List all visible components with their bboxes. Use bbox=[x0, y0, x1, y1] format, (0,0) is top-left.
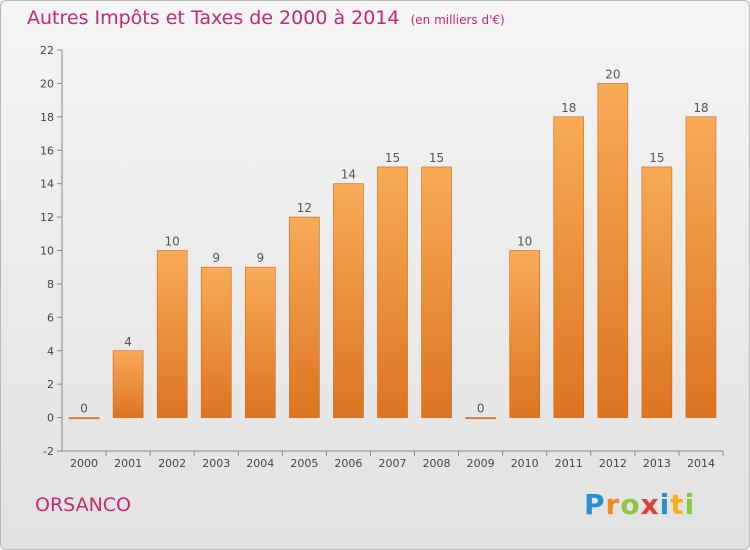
data-label: 18 bbox=[561, 101, 576, 115]
y-tick-label: 20 bbox=[40, 77, 54, 90]
y-tick-label: -2 bbox=[43, 445, 54, 458]
x-tick-label: 2014 bbox=[687, 457, 715, 470]
bar bbox=[333, 183, 364, 418]
data-label: 9 bbox=[256, 251, 264, 265]
data-label: 15 bbox=[429, 151, 444, 165]
x-tick-label: 2003 bbox=[202, 457, 230, 470]
data-label: 20 bbox=[605, 67, 620, 81]
data-label: 15 bbox=[385, 151, 400, 165]
data-label: 0 bbox=[80, 402, 88, 416]
data-label: 12 bbox=[297, 201, 312, 215]
bar bbox=[377, 166, 408, 418]
y-tick-label: 14 bbox=[40, 178, 54, 191]
x-tick-label: 2001 bbox=[114, 457, 142, 470]
y-tick-label: 12 bbox=[40, 211, 54, 224]
x-tick-label: 2004 bbox=[246, 457, 274, 470]
y-tick-label: 16 bbox=[40, 144, 54, 157]
x-tick-label: 2011 bbox=[555, 457, 583, 470]
proxiti-logo: Proxiti bbox=[584, 488, 696, 521]
data-label: 10 bbox=[517, 235, 532, 249]
y-tick-label: 6 bbox=[47, 311, 54, 324]
bar bbox=[68, 417, 100, 420]
bar bbox=[509, 250, 541, 418]
x-tick-label: 2006 bbox=[334, 457, 362, 470]
bar bbox=[156, 250, 188, 418]
bar bbox=[289, 216, 320, 418]
x-tick-label: 2000 bbox=[70, 457, 98, 470]
data-label: 15 bbox=[649, 151, 664, 165]
data-label: 0 bbox=[477, 402, 485, 416]
data-label: 4 bbox=[124, 335, 132, 349]
bar bbox=[200, 266, 232, 418]
bar bbox=[465, 417, 496, 420]
bar bbox=[553, 116, 585, 418]
bar bbox=[112, 350, 144, 418]
data-label: 14 bbox=[341, 168, 356, 182]
data-label: 10 bbox=[165, 235, 180, 249]
chart-title: Autres Impôts et Taxes de 2000 à 2014 bbox=[27, 7, 400, 29]
y-tick-label: 0 bbox=[47, 412, 54, 425]
x-tick-label: 2009 bbox=[467, 457, 495, 470]
y-tick-label: 10 bbox=[40, 245, 54, 258]
y-tick-label: 2 bbox=[47, 378, 54, 391]
bar bbox=[685, 116, 717, 418]
data-label: 9 bbox=[212, 251, 220, 265]
x-tick-label: 2005 bbox=[290, 457, 318, 470]
x-tick-label: 2002 bbox=[158, 457, 186, 470]
bar bbox=[597, 83, 629, 418]
title-row: Autres Impôts et Taxes de 2000 à 2014 (e… bbox=[27, 7, 505, 29]
y-tick-label: 8 bbox=[47, 278, 54, 291]
x-tick-label: 2008 bbox=[423, 457, 451, 470]
x-tick-label: 2012 bbox=[599, 457, 627, 470]
y-tick-label: 22 bbox=[40, 44, 54, 57]
y-tick-label: 18 bbox=[40, 111, 54, 124]
commune-name: ORSANCO bbox=[35, 494, 132, 516]
bar bbox=[245, 266, 276, 418]
bar bbox=[641, 166, 673, 418]
x-tick-label: 2013 bbox=[643, 457, 671, 470]
y-tick-label: 4 bbox=[47, 345, 54, 358]
x-tick-label: 2007 bbox=[379, 457, 407, 470]
x-tick-label: 2010 bbox=[511, 457, 539, 470]
data-label: 18 bbox=[693, 101, 708, 115]
unit-label: (en milliers d'€) bbox=[410, 13, 505, 27]
bar bbox=[421, 166, 452, 418]
